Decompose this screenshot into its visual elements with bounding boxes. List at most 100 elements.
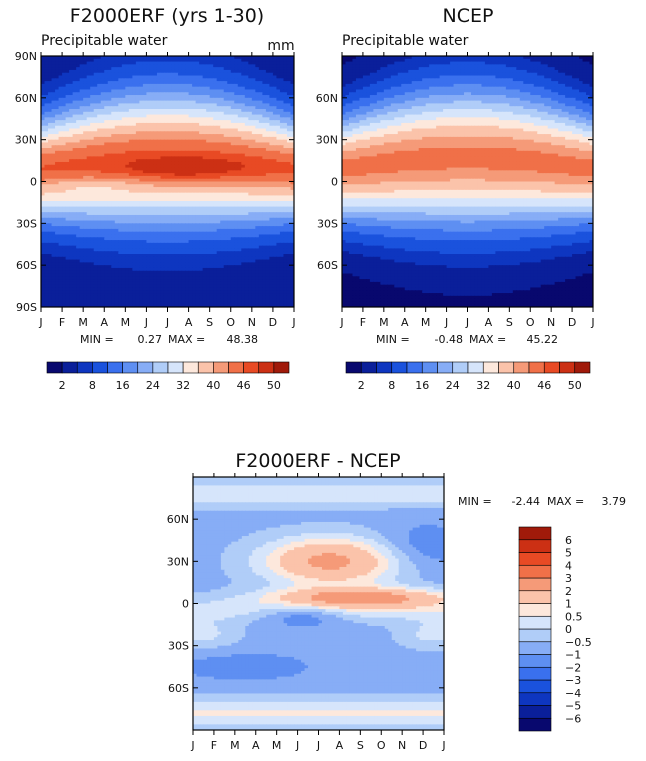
contour-cell — [237, 139, 242, 144]
contour-cell — [118, 240, 123, 244]
contour-cell — [251, 209, 256, 213]
contour-cell — [79, 187, 84, 191]
contour-cell — [185, 159, 190, 163]
contour-cell — [202, 128, 207, 132]
contour-cell — [111, 206, 116, 210]
contour-cell — [72, 248, 77, 252]
contour-cell — [135, 187, 140, 191]
contour-cell — [167, 167, 172, 171]
contour-cell — [227, 203, 232, 208]
contour-cell — [121, 161, 126, 166]
contour-cell — [93, 242, 98, 247]
contour-cell — [237, 175, 242, 180]
contour-cell — [76, 184, 81, 188]
contour-cell — [62, 64, 67, 68]
contour-cell — [216, 153, 221, 157]
contour-cell — [160, 134, 165, 138]
contour-cell — [241, 100, 246, 105]
contour-cell — [209, 69, 214, 74]
contour-cell — [206, 237, 211, 241]
contour-cell — [125, 120, 130, 124]
contour-cell — [290, 192, 294, 197]
contour-cell — [185, 142, 190, 146]
contour-cell — [156, 156, 162, 160]
contour-cell — [118, 61, 123, 65]
contour-cell — [142, 170, 148, 174]
contour-cell — [272, 78, 278, 82]
contour-cell — [227, 56, 232, 60]
contour-cell — [171, 234, 176, 238]
contour-cell — [244, 64, 249, 68]
contour-cell — [58, 136, 63, 141]
contour-cell — [279, 220, 285, 224]
contour-cell — [41, 184, 46, 188]
contour-cell — [290, 175, 294, 180]
contour-cell — [163, 198, 169, 202]
contour-cell — [93, 64, 98, 68]
contour-cell — [132, 164, 137, 169]
contour-cell — [69, 209, 74, 213]
contour-cell — [41, 136, 46, 141]
contour-cell — [62, 189, 67, 194]
contour-cell — [146, 164, 151, 169]
contour-cell — [248, 192, 253, 197]
contour-cell — [111, 78, 116, 82]
contour-cell — [279, 167, 285, 171]
contour-cell — [90, 234, 95, 238]
contour-cell — [55, 175, 60, 180]
contour-cell — [248, 114, 253, 118]
contour-cell — [163, 189, 169, 194]
contour-cell — [86, 226, 91, 230]
contour-cell — [276, 114, 281, 118]
contour-cell — [163, 240, 169, 244]
contour-cell — [69, 95, 74, 99]
contour-cell — [163, 242, 169, 247]
contour-cell — [241, 209, 246, 213]
contour-cell — [216, 159, 221, 163]
contour-cell — [114, 228, 119, 233]
contour-cell — [255, 237, 260, 241]
contour-cell — [104, 128, 109, 132]
contour-cell — [185, 223, 190, 227]
contour-cell — [107, 248, 112, 252]
contour-cell — [167, 122, 172, 127]
contour-cell — [237, 148, 242, 152]
contour-cell — [51, 203, 56, 208]
contour-cell — [286, 103, 292, 107]
contour-cell — [48, 117, 53, 121]
contour-cell — [230, 125, 235, 130]
contour-cell — [272, 100, 278, 105]
contour-cell — [44, 122, 49, 127]
contour-cell — [41, 78, 46, 82]
contour-cell — [244, 120, 249, 124]
contour-cell — [142, 228, 148, 233]
contour-cell — [160, 97, 165, 102]
contour-cell — [100, 139, 105, 144]
contour-cell — [69, 195, 74, 199]
contour-cell — [58, 167, 63, 171]
contour-cell — [188, 195, 193, 199]
contour-cell — [255, 156, 260, 160]
contour-cell — [241, 226, 246, 230]
contour-cell — [48, 245, 53, 250]
contour-cell — [230, 150, 235, 155]
contour-cell — [286, 108, 292, 113]
contour-cell — [216, 234, 221, 238]
contour-cell — [262, 145, 267, 149]
contour-cell — [223, 187, 228, 191]
contour-cell — [111, 56, 116, 60]
contour-cell — [244, 203, 249, 208]
contour-cell — [244, 106, 249, 110]
contour-cell — [146, 86, 151, 91]
contour-cell — [100, 156, 105, 160]
contour-cell — [128, 184, 133, 188]
contour-cell — [220, 167, 225, 171]
contour-cell — [202, 220, 207, 224]
contour-cell — [167, 103, 172, 107]
contour-cell — [251, 83, 256, 88]
contour-cell — [272, 111, 278, 116]
contour-cell — [276, 237, 281, 241]
contour-cell — [160, 83, 165, 88]
contour-cell — [51, 64, 56, 68]
